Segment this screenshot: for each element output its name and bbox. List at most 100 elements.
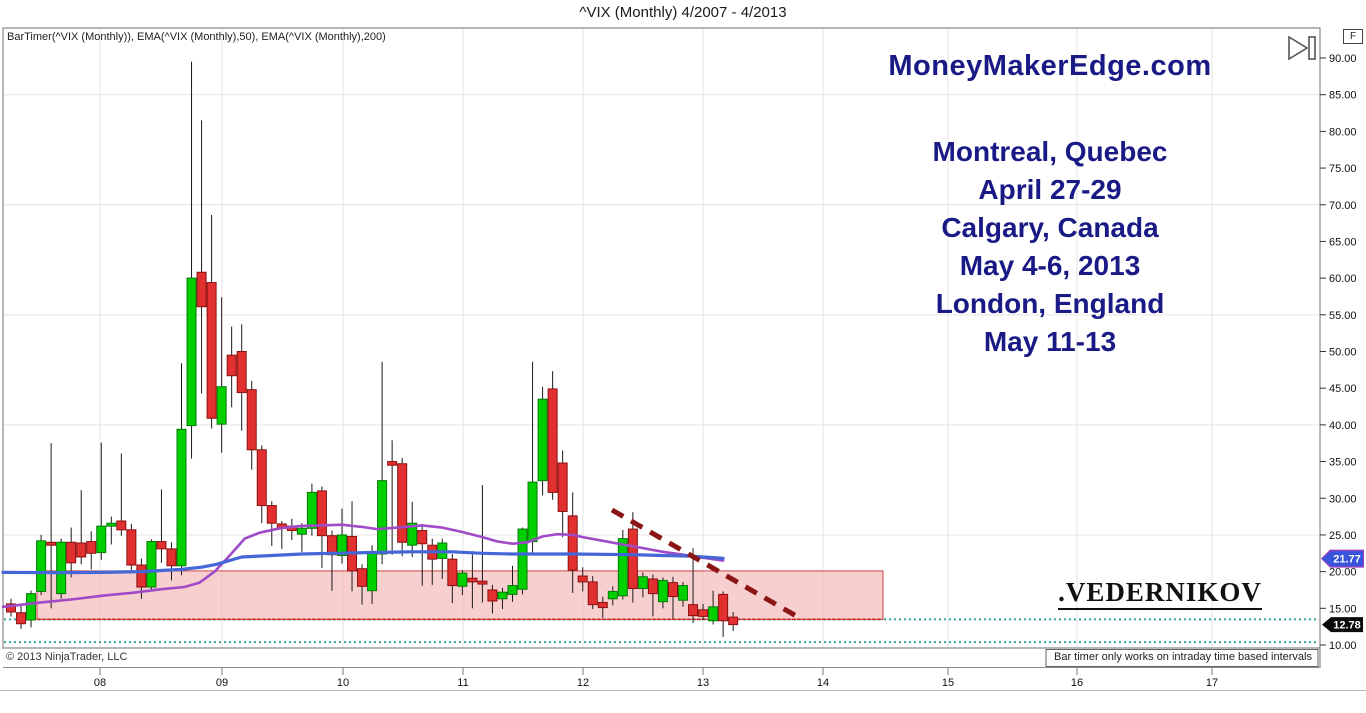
candle-down xyxy=(46,541,57,546)
candle-down xyxy=(688,604,699,617)
bar-timer-box xyxy=(1045,649,1319,667)
x-axis-year-label: 14 xyxy=(817,677,829,689)
candle-down xyxy=(567,515,578,571)
candle-down xyxy=(718,593,729,622)
downtrend-line xyxy=(610,507,804,622)
candle-down xyxy=(467,577,478,583)
candle-down xyxy=(397,463,408,543)
ema-line xyxy=(1,523,725,609)
y-axis-tick-label: 90.00 xyxy=(1329,53,1357,65)
candle-up xyxy=(36,540,47,592)
play-bar xyxy=(1308,36,1316,60)
price-marker: 21.77 xyxy=(1321,549,1364,568)
price-marker-value: 21.77 xyxy=(1333,554,1361,566)
candle-up xyxy=(708,606,719,622)
price-marker-arrow xyxy=(1322,551,1363,567)
candle-up xyxy=(657,579,668,603)
y-axis-tick-label: 75.00 xyxy=(1329,163,1357,175)
candle-up xyxy=(607,590,618,600)
y-axis-tick-label: 35.00 xyxy=(1329,457,1357,469)
candle-down xyxy=(76,542,87,558)
x-axis-year-label: 16 xyxy=(1071,677,1083,689)
y-axis-tick-label: 80.00 xyxy=(1329,126,1357,138)
y-axis-tick-label: 70.00 xyxy=(1329,200,1357,212)
y-axis-tick-label: 45.00 xyxy=(1329,383,1357,395)
promo-line-city: London, England xyxy=(935,288,1165,319)
candle-down xyxy=(597,601,608,609)
candle-up xyxy=(106,522,117,527)
y-axis-tick-label: 30.00 xyxy=(1329,493,1357,505)
candle-down xyxy=(477,580,488,585)
f-button[interactable]: F xyxy=(1343,29,1363,44)
candle-up xyxy=(96,525,107,554)
candle-up xyxy=(497,591,508,600)
candle-down xyxy=(246,389,257,451)
candle-down xyxy=(256,449,267,507)
y-axis-tick-label: 40.00 xyxy=(1329,420,1357,432)
candle-down xyxy=(196,271,207,308)
promo-line-date: May 11-13 xyxy=(983,326,1117,357)
candle-down xyxy=(236,351,247,394)
promo-line-city: Calgary, Canada xyxy=(941,212,1159,243)
candle-up xyxy=(537,398,548,482)
candle-up xyxy=(216,386,227,425)
candle-down xyxy=(487,589,498,602)
candle-down xyxy=(357,568,368,587)
candle-up xyxy=(296,527,307,535)
candle-up xyxy=(306,491,317,529)
x-axis-year-label: 12 xyxy=(577,677,589,689)
x-axis-year-label: 09 xyxy=(216,677,228,689)
candle-up xyxy=(617,538,628,597)
promo-schedule: Montreal, Quebec April 27-29 Calgary, Ca… xyxy=(800,133,1300,361)
y-axis: 90.00 85.00 80.00 75.00 70.00 65.00 60.00 55.00… xyxy=(1319,28,1357,668)
promo-line-date: May 4-6, 2013 xyxy=(959,250,1141,281)
candle-down xyxy=(6,603,16,613)
candle-up xyxy=(517,528,528,590)
candle-up xyxy=(678,585,689,601)
ema-line xyxy=(1,550,725,575)
candle-down xyxy=(226,354,237,377)
candle-down xyxy=(627,528,638,590)
indicator-label: BarTimer(^VIX (Monthly)), EMA(^VIX (Mont… xyxy=(7,31,386,43)
candle-down xyxy=(166,548,177,567)
candle-down xyxy=(136,564,147,588)
price-marker: 12.78 xyxy=(1322,617,1363,633)
chart-title: ^VIX (Monthly) 4/2007 - 4/2013 xyxy=(579,4,787,21)
bar-timer-note: Bar timer only works on intraday time ba… xyxy=(1054,651,1312,663)
x-axis-year-label: 10 xyxy=(337,677,349,689)
play-triangle xyxy=(1288,35,1309,61)
y-axis-tick-label: 15.00 xyxy=(1329,603,1357,615)
candle-down xyxy=(206,282,217,419)
y-axis-tick-label: 65.00 xyxy=(1329,236,1357,248)
promo-line-date: April 27-29 xyxy=(978,174,1122,205)
price-marker-value: 12.78 xyxy=(1333,620,1361,632)
candle-up xyxy=(637,576,648,590)
play-step-icon[interactable] xyxy=(1288,35,1316,61)
candle-down xyxy=(86,541,97,554)
candle-up xyxy=(457,572,468,587)
candle-up xyxy=(336,534,347,556)
y-axis-tick-label: 20.00 xyxy=(1329,567,1357,579)
y-axis-tick-label: 60.00 xyxy=(1329,273,1357,285)
x-axis: 08 09 10 11 12 13 14 15 16 17 xyxy=(94,668,1218,689)
candle-up xyxy=(407,522,418,546)
y-axis-tick-label: 10.00 xyxy=(1329,640,1357,652)
y-axis-tick-label: 25.00 xyxy=(1329,530,1357,542)
candle-up xyxy=(146,541,157,588)
promo-website: MoneyMakerEdge.com xyxy=(888,50,1212,82)
candle-down xyxy=(547,388,558,493)
candle-down xyxy=(126,529,137,566)
candle-down xyxy=(447,558,458,587)
candle-down xyxy=(728,616,739,626)
candle-down xyxy=(16,612,27,625)
candle-up xyxy=(507,585,518,595)
candle-down xyxy=(557,462,568,512)
watermark-signature: .VEDERNIKOV xyxy=(1030,577,1290,610)
x-axis-year-label: 08 xyxy=(94,677,106,689)
candle-up xyxy=(186,277,197,427)
candle-down xyxy=(587,581,598,606)
candle-down xyxy=(156,541,167,550)
price-marker-arrow xyxy=(1322,617,1363,633)
